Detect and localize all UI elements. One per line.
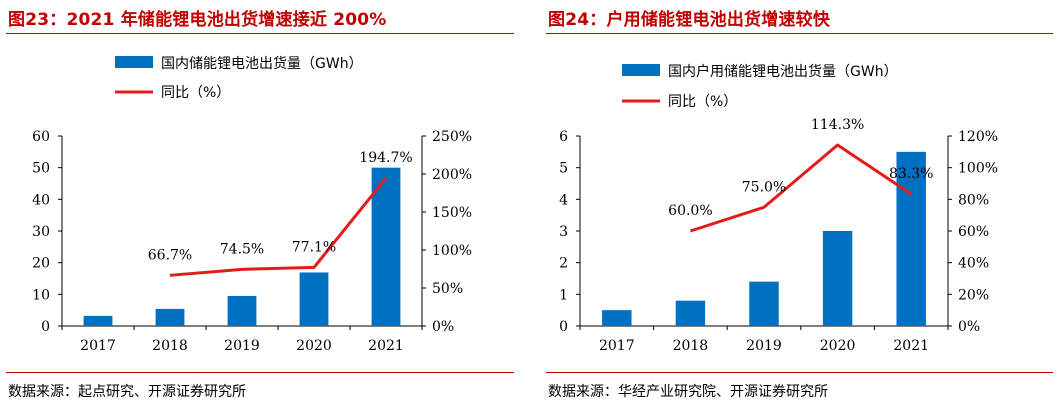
y-tick-label-left: 0 (559, 319, 568, 335)
figure-source: 数据来源：起点研究、开源证券研究所 (8, 384, 246, 400)
figure-panel-right: 图24：户用储能锂电池出货增速较快 国内户用储能锂电池出货量（GWh） 同比（%）… (540, 0, 1059, 411)
y-tick-label-right: 40% (958, 256, 989, 272)
y-tick-label-right: 200% (432, 167, 472, 183)
data-label: 83.3% (889, 166, 933, 182)
x-tick-label: 2019 (746, 338, 782, 354)
y-tick-label-right: 100% (432, 243, 472, 259)
bar (675, 300, 706, 326)
y-tick-label-right: 120% (958, 129, 998, 145)
legend-label-line: 同比（%） (668, 94, 737, 110)
y-tick-label-right: 50% (432, 281, 463, 297)
bar (227, 295, 257, 326)
y-tick-label-right: 0% (432, 319, 454, 335)
y-tick-label-left: 40 (32, 192, 50, 208)
figure-panel-left: 图23：2021 年储能锂电池出货增速接近 200% 国内储能锂电池出货量（GW… (0, 0, 520, 411)
bar (822, 231, 853, 326)
bar (155, 308, 185, 326)
y-tick-label-right: 60% (958, 224, 989, 240)
y-tick-label-right: 80% (958, 192, 989, 208)
y-tick-label-right: 100% (958, 161, 998, 177)
y-tick-label-right: 150% (432, 205, 472, 221)
legend-label-bar: 国内储能锂电池出货量（GWh） (161, 55, 363, 72)
source-rule (546, 372, 1053, 373)
source-rule (6, 372, 514, 373)
y-tick-label-left: 1 (559, 287, 568, 303)
y-tick-label-left: 6 (559, 129, 568, 145)
y-tick-label-left: 5 (559, 161, 568, 177)
y-tick-label-right: 250% (432, 129, 472, 145)
line-series (689, 143, 913, 233)
y-tick-label-right: 20% (958, 287, 989, 303)
y-tick-label-left: 20 (32, 256, 50, 272)
x-tick-label: 2019 (224, 338, 260, 354)
figure-title: 图23：2021 年储能锂电池出货增速接近 200% (8, 10, 387, 30)
x-tick-label: 2018 (673, 338, 709, 354)
x-tick-label: 2020 (820, 338, 856, 354)
x-tick-label: 2021 (893, 338, 929, 354)
y-tick-label-left: 50 (32, 161, 50, 177)
data-label: 114.3% (811, 117, 864, 133)
data-label: 74.5% (220, 241, 264, 257)
y-tick-label-left: 10 (32, 287, 50, 303)
title-rule (6, 33, 514, 34)
x-tick-label: 2017 (599, 338, 635, 354)
bar (896, 151, 926, 326)
y-tick-label-left: 60 (32, 129, 50, 145)
y-tick-label-left: 4 (559, 192, 568, 208)
legend-label-line: 同比（%） (161, 85, 230, 101)
data-label: 194.7% (359, 150, 412, 166)
line-series (169, 177, 388, 277)
figure-source: 数据来源：华经产业研究院、开源证券研究所 (548, 384, 828, 400)
combo-chart-right: 国内户用储能锂电池出货量（GWh）同比（%）01234560%20%40%60%… (559, 63, 998, 354)
x-tick-label: 2021 (368, 338, 404, 354)
figure-title: 图24：户用储能锂电池出货增速较快 (548, 10, 831, 30)
data-label: 75.0% (742, 179, 786, 195)
y-tick-label-left: 0 (41, 319, 50, 335)
combo-chart-left: 国内储能锂电池出货量（GWh） 同比（%） 0 10 20 30 40 50 60 0% 50% 10… (32, 55, 472, 354)
legend-swatch-bar (622, 64, 660, 76)
bar (602, 310, 632, 326)
bar (371, 167, 401, 326)
bar (299, 272, 329, 326)
y-tick-label-right: 0% (958, 319, 980, 335)
y-tick-label-left: 3 (559, 224, 568, 240)
data-label: 66.7% (148, 247, 192, 263)
x-tick-label: 2018 (152, 338, 188, 354)
data-label: 77.1% (292, 239, 336, 255)
legend-label-bar: 国内户用储能锂电池出货量（GWh） (668, 63, 898, 80)
x-tick-label: 2017 (80, 338, 116, 354)
bar (83, 315, 113, 326)
data-label: 60.0% (668, 203, 712, 219)
title-rule (546, 33, 1053, 34)
bar (749, 281, 779, 326)
legend-swatch-bar (115, 56, 153, 68)
y-tick-label-left: 30 (32, 224, 50, 240)
y-tick-label-left: 2 (559, 256, 568, 272)
x-tick-label: 2020 (296, 338, 332, 354)
